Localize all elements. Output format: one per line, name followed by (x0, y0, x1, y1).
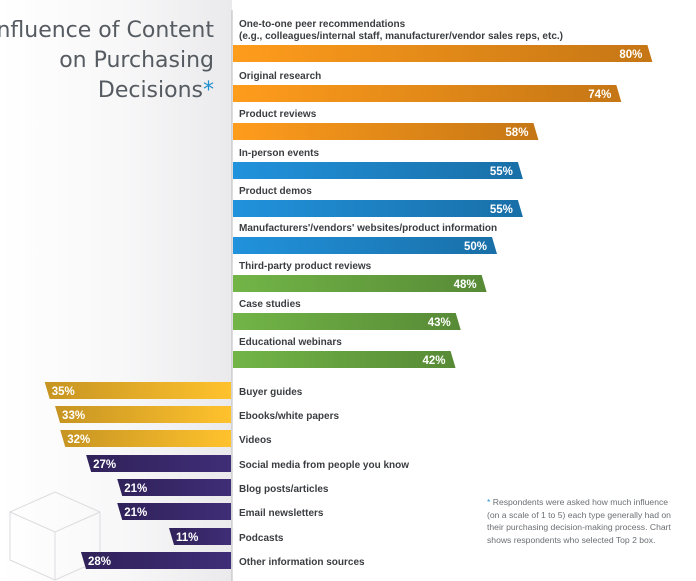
bar (60, 430, 231, 447)
category-label: Buyer guides (239, 387, 303, 398)
category-label: Product demos (239, 186, 312, 197)
category-label: Third-party product reviews (239, 261, 372, 272)
bar-row: 43% Case studies (233, 299, 461, 330)
category-label: Email newsletters (239, 508, 324, 519)
bar-value-label: 35% (52, 386, 75, 398)
chart-title: Influence of Content on Purchasing Decis… (0, 16, 214, 106)
footnote-asterisk: * (487, 497, 491, 507)
bar (233, 200, 523, 217)
bar (233, 162, 523, 179)
chart-title-asterisk: * (203, 78, 214, 103)
bar (233, 45, 653, 62)
bar-value-label: 32% (67, 434, 90, 446)
bar (86, 455, 231, 472)
bar (80, 552, 232, 569)
bar-value-label: 55% (490, 204, 513, 216)
bar-value-label: 28% (88, 556, 111, 568)
bar-value-label: 43% (428, 317, 451, 329)
bar (169, 528, 231, 545)
bar-value-label: 58% (505, 127, 528, 139)
bar-row: 50% Manufacturers'/vendors' websites/prod… (233, 223, 497, 254)
bar-row: 35% Buyer guides (44, 382, 303, 399)
bar-value-label: 48% (454, 279, 477, 291)
bar-value-label: 33% (62, 410, 85, 422)
bar-row: 74% Original research (233, 71, 622, 102)
bar-row: 21% Blog posts/articles (117, 479, 329, 496)
bar-row: 55% In-person events (233, 148, 523, 179)
bar-row: 11% Podcasts (169, 528, 284, 545)
category-label: Case studies (239, 299, 301, 310)
bar (233, 351, 456, 368)
bar-row: 48% Third-party product reviews (233, 261, 487, 292)
category-label: Ebooks/white papers (239, 411, 339, 422)
bars-layer: 80% One-to-one peer recommendations(e.g.,… (44, 19, 653, 569)
bar (233, 237, 497, 254)
category-sublabel: (e.g., colleagues/internal staff, manufa… (239, 31, 563, 42)
chart-footnote: * Respondents were asked how much influe… (487, 496, 677, 546)
bar (233, 313, 461, 330)
bar (233, 275, 487, 292)
bar-row: 42% Educational webinars (233, 337, 456, 368)
bar-row: 27% Social media from people you know (86, 455, 409, 472)
chart-title-line-2: on Purchasing (59, 48, 214, 73)
category-label: Podcasts (239, 533, 284, 544)
chart-title-line-3: Decisions (97, 78, 203, 103)
bar-value-label: 50% (464, 241, 487, 253)
bar (117, 479, 231, 496)
category-label: In-person events (239, 148, 319, 159)
chart-title-line-1: Influence of Content (0, 18, 214, 43)
footnote-text: Respondents were asked how much influenc… (487, 497, 671, 545)
bar-value-label: 21% (124, 507, 147, 519)
category-label: Blog posts/articles (239, 484, 329, 495)
bar (117, 503, 231, 520)
bar-value-label: 74% (588, 89, 611, 101)
category-label: Manufacturers'/vendors' websites/product… (239, 223, 497, 234)
category-label: One-to-one peer recommendations (239, 19, 406, 30)
bar-row: 28% Other information sources (80, 552, 365, 569)
bar-value-label: 21% (124, 483, 147, 495)
bar-row: 32% Videos (60, 430, 272, 447)
category-label: Original research (239, 71, 321, 82)
bar (233, 85, 622, 102)
bar-row: 33% Ebooks/white papers (55, 406, 339, 423)
bar-row: 21% Email newsletters (117, 503, 324, 520)
category-label: Videos (239, 435, 272, 446)
bar (44, 382, 232, 399)
bar-value-label: 27% (93, 459, 116, 471)
category-label: Educational webinars (239, 337, 342, 348)
category-label: Other information sources (239, 557, 365, 568)
bar-row: 55% Product demos (233, 186, 523, 217)
category-label: Product reviews (239, 109, 317, 120)
bar-value-label: 11% (176, 532, 198, 544)
category-label: Social media from people you know (239, 460, 409, 471)
bar-row: 58% Product reviews (233, 109, 539, 140)
bar (55, 406, 232, 423)
bar (233, 123, 539, 140)
bar-row: 80% One-to-one peer recommendations(e.g.,… (233, 19, 653, 62)
bar-value-label: 42% (423, 355, 446, 367)
bar-value-label: 80% (619, 49, 642, 61)
bar-value-label: 55% (490, 166, 513, 178)
